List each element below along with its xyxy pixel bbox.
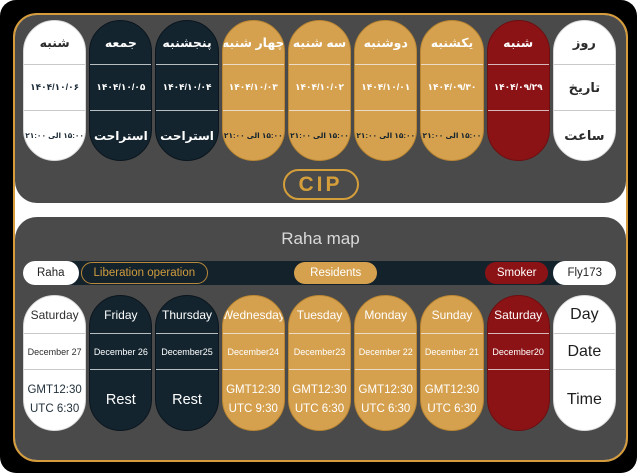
utc-time: UTC 6:30 [361,402,411,415]
persian-schedule-panel: شنبه ۱۴۰۴/۱۰/۰۶ ۱۵:۰۰ الی ۲۱:۰۰ جمعه ۱۴۰… [15,15,626,203]
day-name: پنجشنبه [162,36,212,50]
day-column-chaharshanbeh: چهار شنبه ۱۴۰۴/۱۰/۰۳ ۱۵:۰۰ الی ۲۱:۰۰ [221,20,285,161]
day-column-seshanbeh: سه شنبه ۱۴۰۴/۱۰/۰۲ ۱۵:۰۰ الی ۲۱:۰۰ [287,20,352,161]
day-row-label: روز [572,34,596,50]
rest-label: Rest [90,369,152,430]
time-value: ۱۵:۰۰ الی ۲۱:۰۰ [355,110,417,160]
day-name: Wednesday [222,307,284,322]
day-name: Sunday [431,307,473,322]
legend-chip-smoker[interactable]: Smoker [484,262,549,284]
time-value: ۱۵:۰۰ الی ۲۱:۰۰ [24,110,86,160]
day-name: شنبه [39,36,70,50]
schedule-card: شنبه ۱۴۰۴/۱۰/۰۶ ۱۵:۰۰ الی ۲۱:۰۰ جمعه ۱۴۰… [13,13,628,462]
date-value: ۱۴۰۴/۱۰/۰۵ [90,64,152,110]
day-column-shanbeh: شنبه ۱۴۰۴/۱۰/۰۶ ۱۵:۰۰ الی ۲۱:۰۰ [23,20,87,161]
cip-badge: CIP [282,169,359,200]
rest-text: Rest [105,391,136,408]
time-value [487,369,549,430]
raha-map-panel: Raha map Raha Liberation operation Resid… [15,217,626,460]
day-name: سه شنبه [292,36,347,50]
date-value: December23 [288,333,351,369]
day-name: Thursday [162,307,213,322]
legend-chip-fly173[interactable]: Fly173 [553,261,616,285]
row-labels-column-persian: روز تاریخ ساعت [552,20,616,161]
time-value: GMT12:30 UTC 6:30 [288,369,351,430]
day-column-jomeh: جمعه ۱۴۰۴/۱۰/۰۵ استراحت [89,20,153,161]
day-name: Monday [364,307,408,322]
time-value: ۱۵:۰۰ الی ۲۱:۰۰ [222,110,284,160]
time-value: ۱۵:۰۰ الی ۲۱:۰۰ [421,110,483,160]
english-week-columns: Saturday December 27 GMT12:30 UTC 6:30 F… [23,295,616,431]
day-name: شنبه [503,36,534,50]
rest-label: استراحت [156,110,218,160]
date-value: ۱۴۰۴/۱۰/۰۲ [288,64,351,110]
legend-chip-residents[interactable]: Residents [294,262,378,284]
time-row-label: ساعت [553,110,615,160]
date-value: December24 [222,333,284,369]
day-name: جمعه [104,36,137,50]
persian-week-columns: شنبه ۱۴۰۴/۱۰/۰۶ ۱۵:۰۰ الی ۲۱:۰۰ جمعه ۱۴۰… [23,20,616,161]
date-row-label: تاریخ [553,64,615,110]
utc-time: UTC 6:30 [294,402,345,415]
day-column-wednesday-24: Wednesday December24 GMT12:30 UTC 9:30 [221,295,285,431]
time-value: ۱۵:۰۰ الی ۲۱:۰۰ [288,110,351,160]
time-value: GMT12:30 UTC 6:30 [24,369,86,430]
day-name: Saturday [30,307,79,322]
rest-text: Rest [172,391,202,408]
gmt-time: GMT12:30 [424,384,480,396]
rest-label: استراحت [90,110,152,160]
day-column-doshanbeh: دوشنبه ۱۴۰۴/۱۰/۰۱ ۱۵:۰۰ الی ۲۱:۰۰ [354,20,418,161]
time-value: GMT12:30 UTC 6:30 [355,369,417,430]
date-value: December25 [156,333,218,369]
day-column-yekshanbeh: یکشنبه ۱۴۰۴/۰۹/۳۰ ۱۵:۰۰ الی ۲۱:۰۰ [420,20,484,161]
day-column-saturday-20: Saturday December20 [486,295,550,431]
day-name: Friday [104,307,138,322]
utc-time: UTC 6:30 [30,402,80,415]
legend-chip-liberation[interactable]: Liberation operation [80,262,209,284]
day-name: چهار شنبه [222,36,284,50]
date-value: December 22 [355,333,417,369]
gmt-time: GMT12:30 [292,384,347,396]
date-value: December20 [487,333,549,369]
day-name: Tuesday [296,307,343,322]
date-value: ۱۴۰۴/۱۰/۰۳ [222,64,284,110]
time-value: GMT12:30 UTC 9:30 [222,369,284,430]
rest-label: Rest [156,369,218,430]
day-name: یکشنبه [430,36,474,50]
legend-chip-raha[interactable]: Raha [23,261,79,285]
day-column-sunday-21: Sunday December 21 GMT12:30 UTC 6:30 [420,295,484,431]
date-value: ۱۴۰۴/۱۰/۰۴ [156,64,218,110]
date-value: ۱۴۰۴/۱۰/۰۶ [24,64,86,110]
day-column-shanbeh-off: شنبه ۱۴۰۴/۰۹/۲۹ [486,20,550,161]
day-column-panjshanbeh: پنجشنبه ۱۴۰۴/۱۰/۰۴ استراحت [155,20,219,161]
day-row-label: Day [570,305,599,323]
row-labels-column-english: Day Date Time [552,295,616,431]
date-value: ۱۴۰۴/۰۹/۲۹ [487,64,549,110]
day-name: دوشنبه [363,36,408,50]
time-value [487,110,549,160]
date-row-label: Date [553,333,615,369]
utc-time: UTC 6:30 [427,402,477,415]
utc-time: UTC 9:30 [228,402,278,415]
date-value: December 27 [24,333,86,369]
day-column-tuesday-23: Tuesday December23 GMT12:30 UTC 6:30 [287,295,352,431]
panel-title: Raha map [281,229,360,248]
day-column-monday-22: Monday December 22 GMT12:30 UTC 6:30 [354,295,418,431]
gmt-time: GMT12:30 [358,384,413,396]
gmt-time: GMT12:30 [27,384,82,396]
date-value: ۱۴۰۴/۰۹/۳۰ [421,64,483,110]
date-value: ۱۴۰۴/۱۰/۰۱ [355,64,417,110]
date-value: December 21 [421,333,483,369]
day-name: Saturday [494,307,543,322]
gmt-time: GMT12:30 [226,384,281,396]
time-value: GMT12:30 UTC 6:30 [421,369,483,430]
day-column-friday-26: Friday December 26 Rest [89,295,153,431]
time-row-label: Time [553,369,615,430]
day-column-saturday-27: Saturday December 27 GMT12:30 UTC 6:30 [23,295,87,431]
date-value: December 26 [90,333,152,369]
day-column-thursday-25: Thursday December25 Rest [155,295,219,431]
legend-bar: Raha Liberation operation Residents Smok… [23,261,616,285]
